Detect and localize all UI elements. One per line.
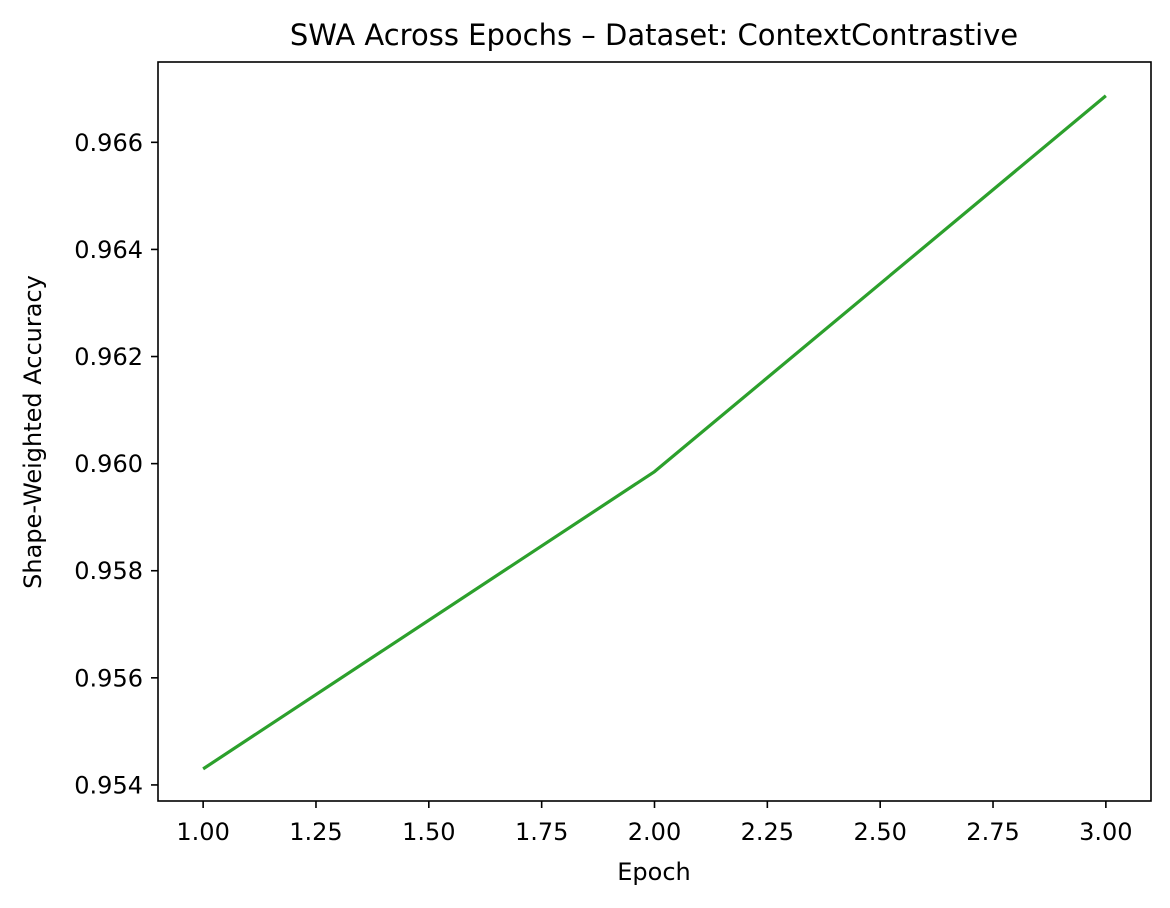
x-tick-label: 1.00	[176, 818, 229, 846]
chart-title: SWA Across Epochs – Dataset: ContextCont…	[290, 18, 1018, 52]
x-tick-label: 1.50	[402, 818, 455, 846]
x-axis-title: Epoch	[617, 858, 691, 886]
y-axis: 0.954 0.956 0.958 0.960 0.962 0.964 0.966	[74, 129, 158, 799]
x-tick-label: 3.00	[1079, 818, 1132, 846]
x-tick-label: 1.75	[515, 818, 568, 846]
plot-area	[202, 94, 1107, 771]
y-tick-label: 0.954	[74, 771, 143, 799]
y-tick-label: 0.958	[74, 557, 143, 585]
y-tick-label: 0.956	[74, 664, 143, 692]
x-tick-label: 2.25	[741, 818, 794, 846]
plot-frame	[157, 61, 1152, 802]
y-tick-label: 0.966	[74, 129, 143, 157]
y-tick-label: 0.960	[74, 450, 143, 478]
y-tick-label: 0.964	[74, 236, 143, 264]
x-tick-label: 2.75	[966, 818, 1019, 846]
x-axis: 1.00 1.25 1.50 1.75 2.00 2.25 2.50 2.75 3.00	[176, 801, 1133, 846]
y-axis-title: Shape-Weighted Accuracy	[19, 275, 47, 589]
series-line-0	[202, 94, 1107, 771]
x-tick-label: 2.00	[628, 818, 681, 846]
x-tick-label: 2.50	[853, 818, 906, 846]
y-tick-label: 0.962	[74, 343, 143, 371]
x-tick-label: 1.25	[289, 818, 342, 846]
